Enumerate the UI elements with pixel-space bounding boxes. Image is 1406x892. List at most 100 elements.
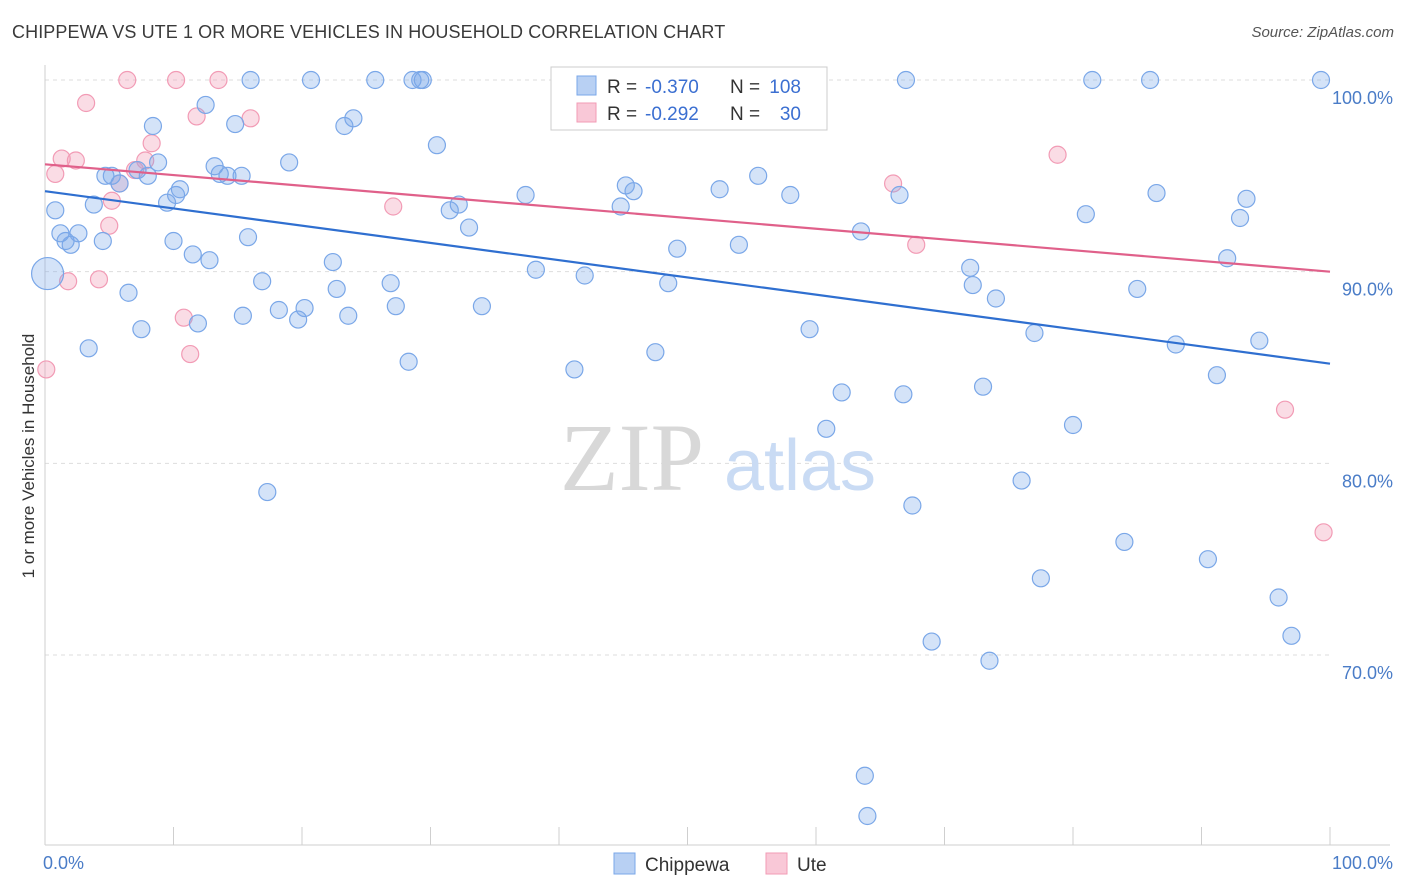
stats-r-label-ute: R =	[607, 104, 637, 125]
data-point-chippewa	[132, 320, 151, 339]
watermark-atlas: atlas	[724, 426, 876, 506]
data-point-chippewa	[1140, 70, 1160, 90]
trend-lines	[44, 163, 1331, 365]
data-point-chippewa	[855, 766, 874, 785]
data-point-ute	[209, 70, 228, 90]
data-point-chippewa	[233, 306, 252, 325]
data-point-chippewa	[399, 352, 418, 371]
data-point-chippewa	[624, 182, 643, 201]
data-point-chippewa	[817, 419, 836, 438]
data-point-chippewa	[366, 70, 385, 90]
data-point-chippewa	[973, 377, 993, 396]
data-point-chippewa	[1237, 189, 1256, 208]
data-point-chippewa	[327, 279, 346, 299]
stats-legend: R = -0.370 N = 108 R = -0.292 N = 30	[550, 66, 828, 131]
data-point-chippewa	[1128, 279, 1147, 299]
data-point-chippewa	[69, 224, 88, 243]
data-point-chippewa	[781, 185, 800, 205]
data-point-chippewa	[565, 360, 584, 379]
y-tick-label: 80.0%	[1342, 471, 1393, 491]
watermark-zip: ZIP	[560, 404, 704, 511]
stats-r-label-chippewa: R =	[607, 77, 637, 98]
stats-legend-box	[550, 66, 828, 131]
data-point-ute	[89, 270, 109, 289]
data-point-chippewa	[269, 300, 288, 320]
stats-r-ute: -0.292	[645, 104, 699, 125]
data-point-chippewa	[646, 343, 665, 362]
data-point-chippewa	[143, 116, 163, 136]
data-point-chippewa	[749, 166, 768, 185]
data-point-chippewa	[611, 197, 630, 216]
data-point-chippewa	[894, 385, 913, 404]
data-point-chippewa	[280, 153, 299, 172]
data-point-chippewa	[79, 339, 98, 358]
data-point-chippewa	[258, 482, 277, 502]
data-point-ute	[46, 164, 65, 184]
y-tick-label: 70.0%	[1342, 663, 1393, 683]
data-point-chippewa	[403, 70, 422, 90]
data-point-chippewa	[922, 632, 941, 651]
data-point-ute	[77, 93, 96, 113]
data-point-chippewa	[119, 283, 138, 302]
legend-swatch-chippewa	[613, 852, 636, 875]
data-point-chippewa	[102, 166, 121, 185]
y-tick-label: 90.0%	[1342, 280, 1393, 300]
data-point-ute	[1048, 145, 1067, 164]
data-point-ute	[52, 149, 71, 168]
legend-swatch-ute	[765, 852, 788, 875]
data-point-chippewa	[427, 136, 447, 155]
data-point-chippewa	[30, 256, 65, 291]
data-point-chippewa	[84, 195, 103, 214]
legend-label-chippewa: Chippewa	[645, 855, 730, 876]
data-point-ute	[59, 272, 78, 291]
grid-lines	[45, 79, 1330, 656]
data-point-chippewa	[440, 201, 459, 220]
data-point-chippewa	[323, 252, 342, 272]
stats-n-ute: 30	[780, 104, 801, 125]
data-point-chippewa	[386, 297, 405, 316]
data-point-chippewa	[668, 239, 687, 258]
data-point-chippewa	[858, 806, 877, 826]
data-point-chippewa	[1311, 70, 1331, 90]
data-point-chippewa	[800, 320, 819, 339]
data-point-chippewa	[339, 306, 358, 325]
stats-n-label-ute: N =	[730, 104, 760, 125]
data-point-chippewa	[1076, 205, 1095, 224]
data-point-chippewa	[516, 185, 535, 205]
data-point-chippewa	[110, 174, 129, 193]
data-point-chippewa	[659, 274, 678, 293]
stats-swatch-ute	[576, 102, 597, 123]
data-point-chippewa	[46, 201, 65, 220]
data-point-chippewa	[986, 289, 1006, 308]
y-axis-label: 1 or more Vehicles in Household	[19, 334, 38, 579]
data-point-chippewa	[93, 231, 112, 251]
data-point-chippewa	[1207, 366, 1227, 385]
data-point-chippewa	[472, 297, 491, 316]
data-point-chippewa	[301, 70, 321, 90]
data-point-chippewa	[710, 180, 729, 199]
data-point-chippewa	[226, 114, 245, 134]
data-point-chippewa	[1282, 626, 1301, 645]
data-point-ute	[241, 109, 260, 128]
data-point-chippewa	[1269, 588, 1288, 607]
data-point-chippewa	[575, 266, 594, 285]
y-tick-label: 100.0%	[1332, 88, 1393, 108]
data-point-chippewa	[980, 651, 999, 670]
data-point-chippewa	[253, 272, 272, 291]
data-point-chippewa	[381, 274, 400, 293]
data-point-chippewa	[1031, 569, 1050, 588]
data-point-ute	[181, 344, 200, 364]
data-point-chippewa	[170, 180, 190, 199]
stats-r-chippewa: -0.370	[645, 77, 699, 98]
data-point-chippewa	[200, 251, 219, 270]
data-point-chippewa	[196, 95, 215, 115]
data-point-ute	[142, 134, 161, 153]
series-chippewa	[30, 70, 1331, 826]
data-point-chippewa	[961, 258, 980, 277]
trend-line-ute	[44, 163, 1331, 273]
data-point-ute	[883, 174, 903, 193]
trend-line-chippewa	[44, 190, 1331, 365]
data-point-chippewa	[890, 185, 909, 205]
data-point-chippewa	[344, 109, 363, 128]
